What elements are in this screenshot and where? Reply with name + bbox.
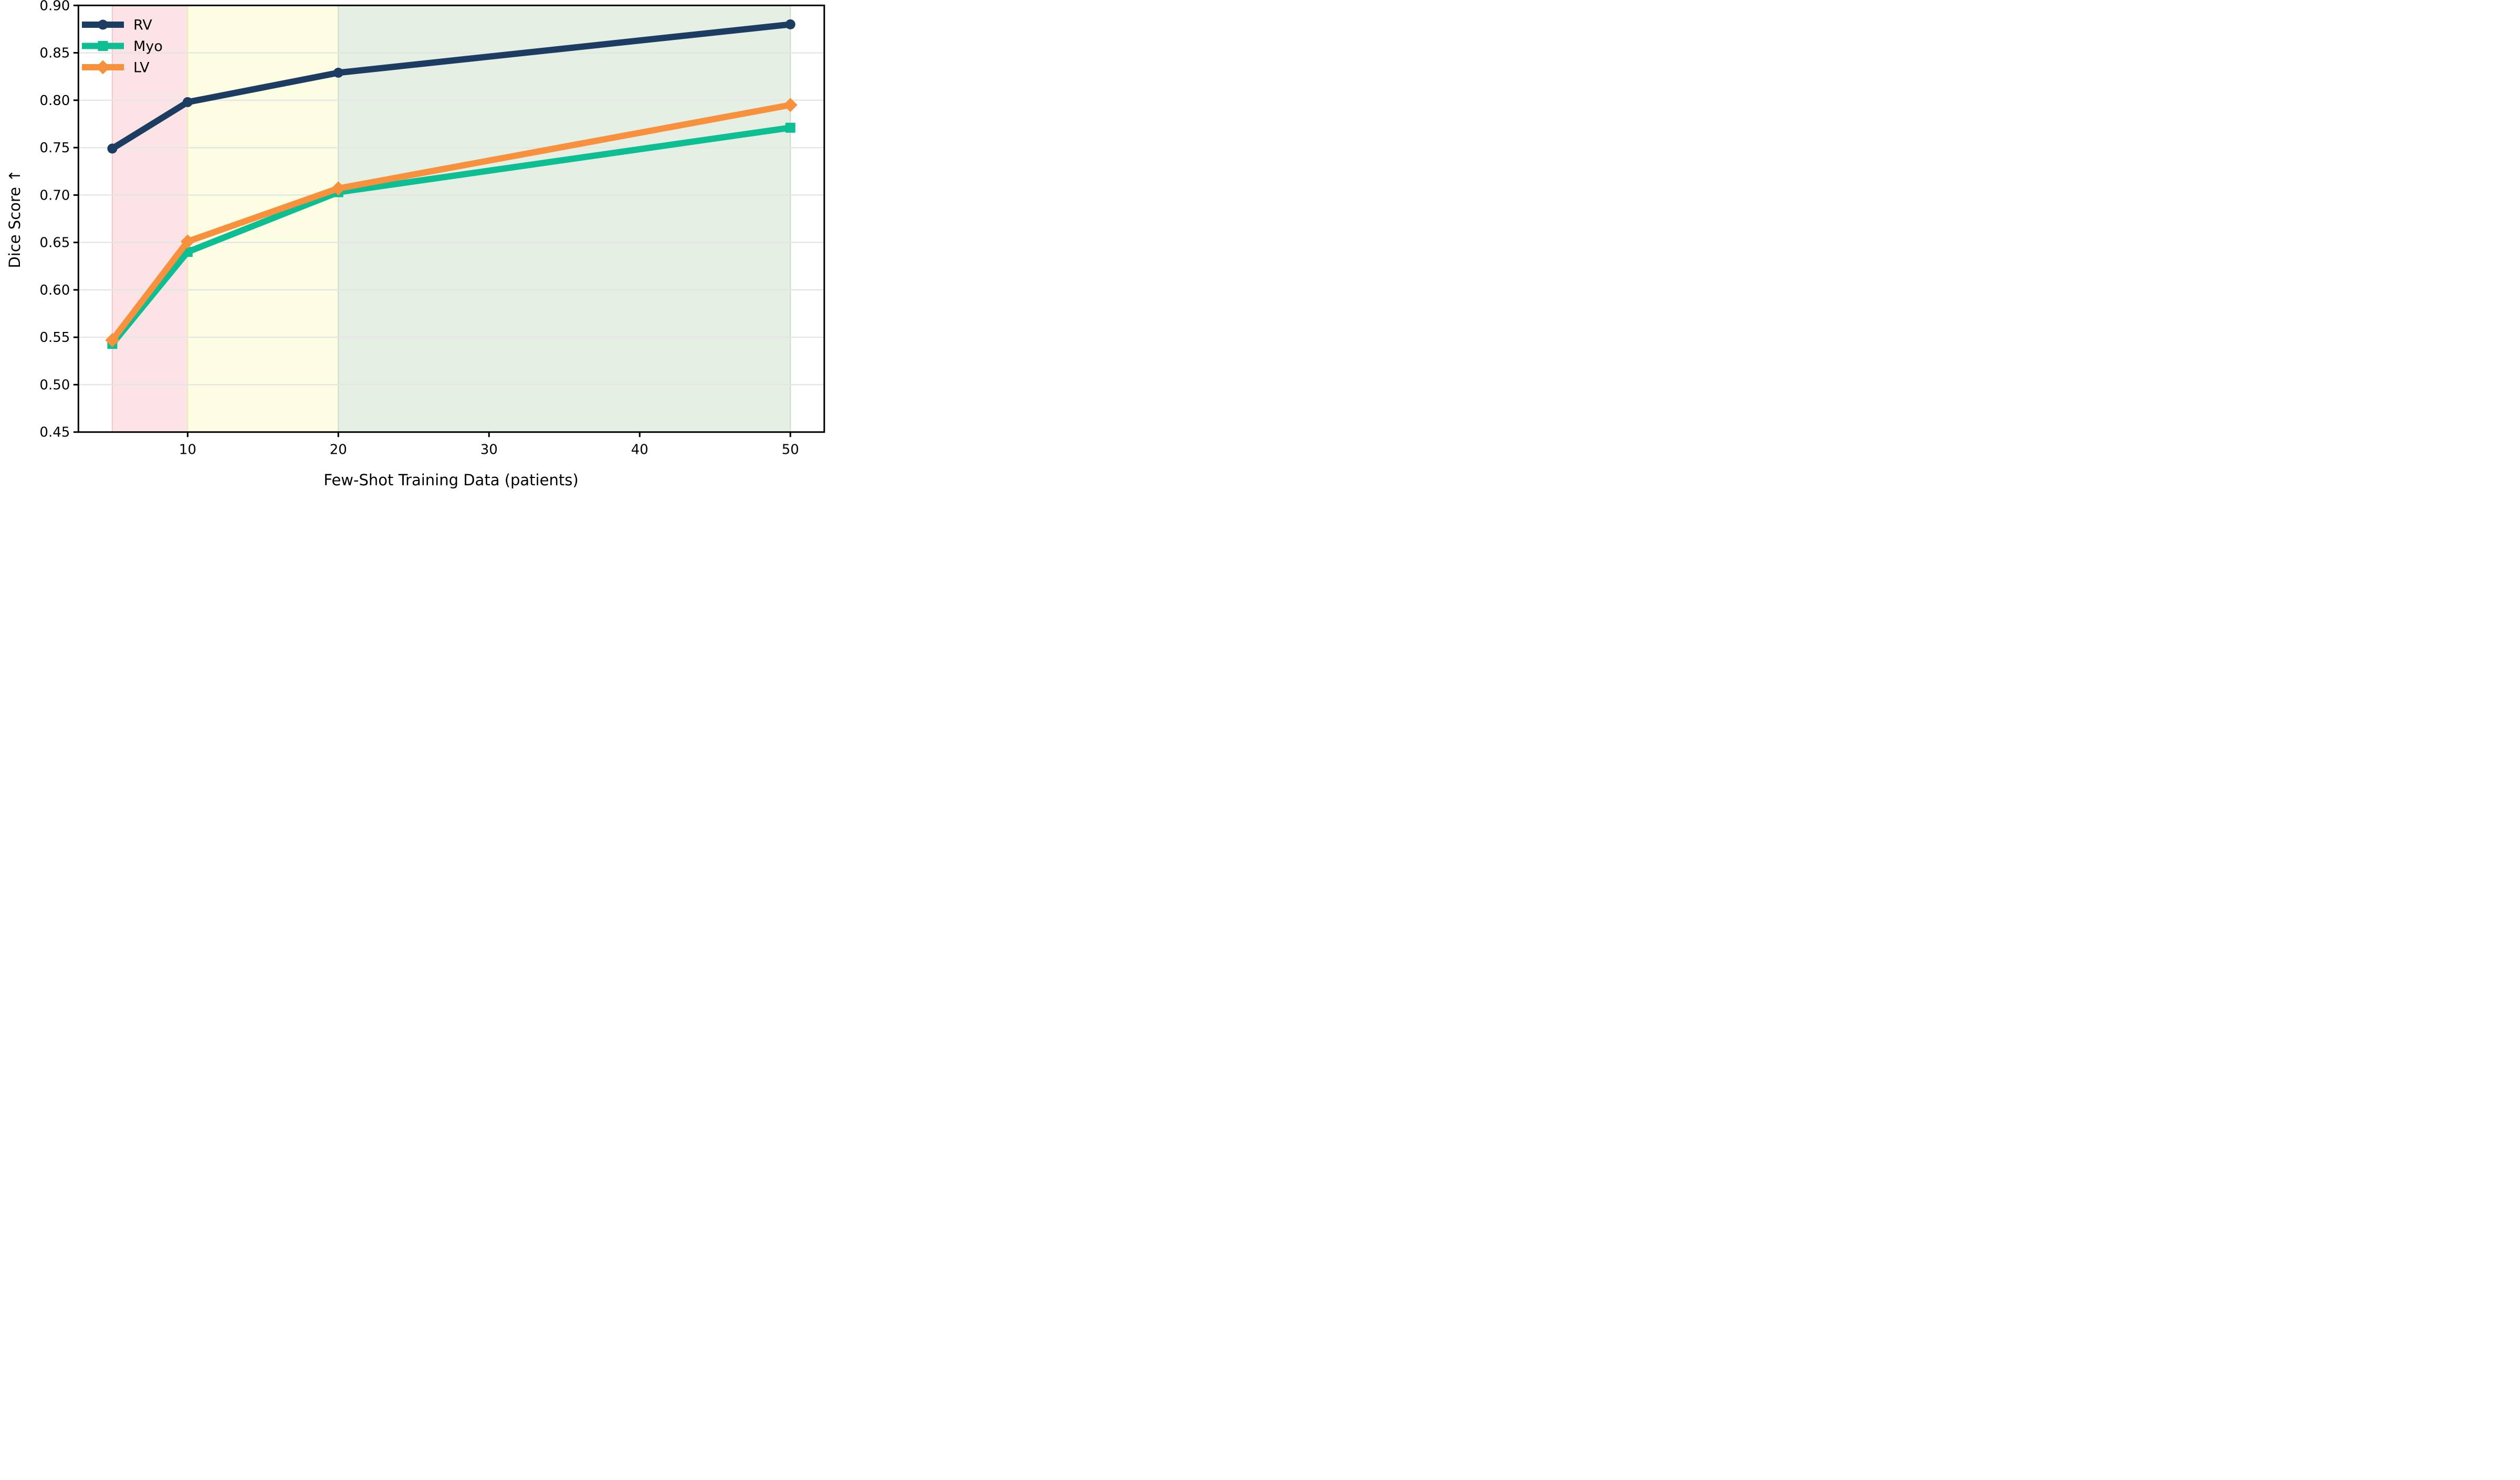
y-tick-label-0.45: 0.45: [39, 425, 70, 441]
y-tick-label-0.65: 0.65: [39, 235, 70, 251]
x-tick-label-40: 40: [631, 442, 649, 458]
marker-RV-x5: [107, 143, 118, 154]
marker-RV-x20: [333, 67, 343, 78]
x-tick-label-10: 10: [179, 442, 196, 458]
marker-LV-x10: [180, 234, 195, 249]
legend-marker-LV: [96, 60, 110, 75]
marker-Myo-x50: [785, 122, 796, 133]
legend-label-LV: LV: [133, 60, 150, 76]
marker-LV-x50: [783, 98, 798, 112]
marker-LV-x20: [331, 181, 346, 196]
y-axis-label: Dice Score ↑: [6, 169, 24, 268]
x-axis-label: Few-Shot Training Data (patients): [323, 471, 578, 489]
legend-label-Myo: Myo: [133, 38, 163, 55]
y-tick-label-0.60: 0.60: [39, 283, 70, 298]
legend-marker-Myo: [98, 41, 108, 51]
legend-item-LV: LV: [82, 60, 150, 76]
y-tick-label-0.55: 0.55: [39, 330, 70, 346]
marker-RV-x10: [182, 97, 193, 107]
x-tick-label-30: 30: [480, 442, 498, 458]
y-tick-label-0.90: 0.90: [39, 0, 70, 14]
legend-item-Myo: Myo: [82, 38, 163, 55]
series-line-Myo: [110, 124, 791, 346]
y-tick-label-0.80: 0.80: [39, 93, 70, 109]
line-chart: 10 20 30 40 50 0.45 0.50 0.55 0.60 0.65 0.70 0.75 0.…: [6, 0, 825, 489]
y-tick-label-0.75: 0.75: [39, 140, 70, 156]
y-tick-label-0.70: 0.70: [39, 187, 70, 203]
marker-LV-x5: [105, 333, 120, 348]
green-band: [338, 5, 791, 432]
legend-item-RV: RV: [82, 17, 152, 34]
series-layer: [105, 19, 798, 349]
legend: RV Myo LV: [82, 17, 163, 76]
y-tick-label-0.85: 0.85: [39, 46, 70, 61]
series-line-RV: [110, 21, 791, 152]
marker-RV-x50: [785, 19, 796, 29]
legend-marker-RV: [98, 19, 108, 30]
shaded-bands-layer: [111, 5, 791, 432]
red-band: [112, 5, 188, 432]
x-tick-label-50: 50: [782, 442, 799, 458]
legend-label-RV: RV: [133, 17, 152, 34]
axes-layer: 10 20 30 40 50 0.45 0.50 0.55 0.60 0.65 0.70 0.75 0.…: [39, 0, 825, 458]
y-tick-label-0.50: 0.50: [39, 377, 70, 393]
x-tick-label-20: 20: [330, 442, 347, 458]
figure: 10 20 30 40 50 0.45 0.50 0.55 0.60 0.65 0.70 0.75 0.…: [0, 0, 840, 493]
series-line-LV: [110, 101, 791, 342]
plot-spines: [77, 4, 825, 433]
